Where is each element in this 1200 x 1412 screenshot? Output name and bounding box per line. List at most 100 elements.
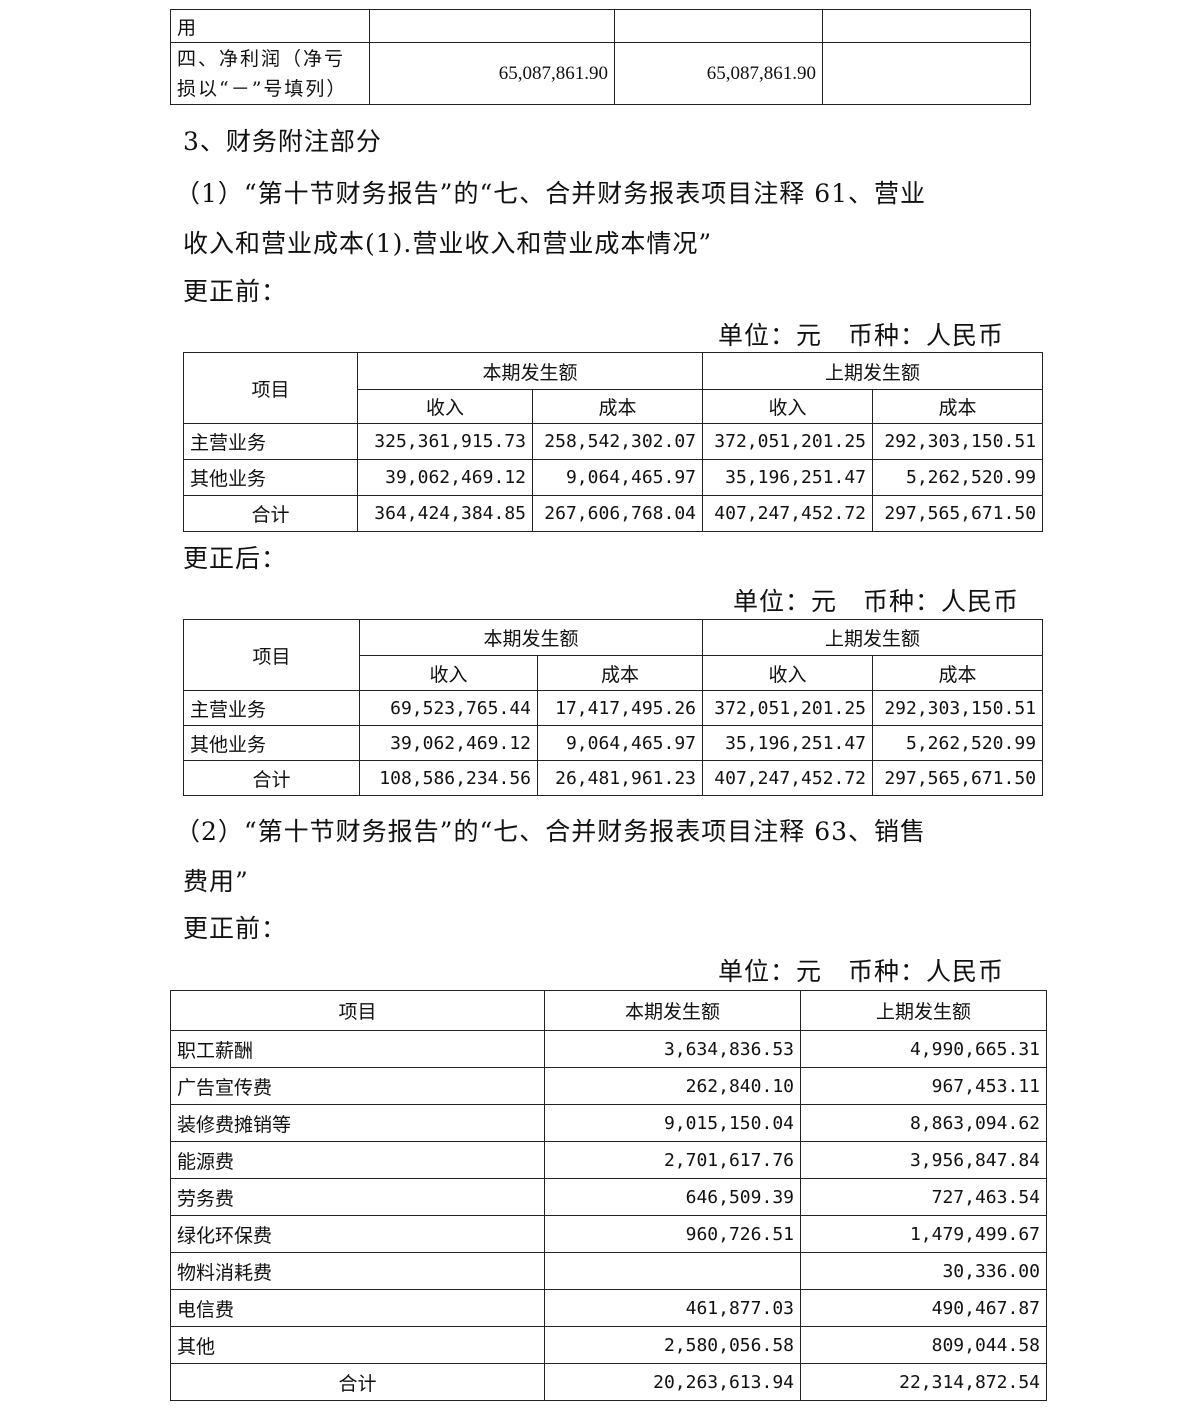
table-row: 主营业务 325,361,915.73 258,542,302.07 372,051,… (183, 423, 1044, 460)
table-row: 职工薪酬 3,634,836.53 4,990,665.31 (170, 1030, 1047, 1068)
cell: 267,606,768.04 (531, 495, 704, 532)
cell: 30,336.00 (800, 1252, 1047, 1290)
table-row: 合计 20,263,613.94 22,314,872.54 (170, 1363, 1047, 1401)
cell: 69,523,765.44 (359, 690, 538, 726)
cell: 461,877.03 (544, 1289, 801, 1327)
row-label: 职工薪酬 (170, 1030, 545, 1068)
row-label: 其他业务 (183, 459, 358, 496)
cell: 407,247,452.72 (702, 760, 874, 796)
table-row: 电信费 461,877.03 490,467.87 (170, 1289, 1047, 1327)
cell: 39,062,469.12 (359, 725, 538, 761)
cell: 3,956,847.84 (800, 1141, 1047, 1179)
header-revenue: 收入 (359, 655, 538, 691)
cell: 960,726.51 (544, 1215, 801, 1253)
row-label: 物料消耗费 (170, 1252, 545, 1290)
cell (822, 9, 1031, 43)
table-row: 合计 364,424,384.85 267,606,768.04 407,247,45… (183, 495, 1044, 532)
header-item: 项目 (183, 619, 360, 691)
row-label: 合计 (170, 1363, 545, 1401)
note2-heading-line1: （2）“第十节财务报告”的“七、合并财务报表项目注释 63、销售 (175, 817, 927, 846)
row-label: 主营业务 (183, 690, 360, 726)
table-row: 能源费 2,701,617.76 3,956,847.84 (170, 1141, 1047, 1179)
header-revenue: 收入 (702, 389, 874, 424)
cell: 372,051,201.25 (702, 423, 874, 460)
header-previous-period: 上期发生额 (702, 619, 1044, 656)
table-row: 收入 成本 收入 成本 (184, 655, 1044, 691)
table-row: 项目 本期发生额 上期发生额 (183, 619, 1044, 691)
row-label: 合计 (183, 760, 360, 796)
table-row: 广告宣传费 262,840.10 967,453.11 (170, 1067, 1047, 1105)
cell: 35,196,251.47 (702, 459, 874, 496)
cell: 258,542,302.07 (531, 423, 704, 460)
selling-expenses-table: 项目 本期发生额 上期发生额 职工薪酬 3,634,836.53 4,990,665.31… (170, 990, 1047, 1401)
cell: 39,062,469.12 (357, 459, 533, 496)
table-row: 收入 成本 收入 成本 (184, 389, 1044, 424)
header-current-period: 本期发生额 (358, 619, 704, 656)
header-item: 项目 (183, 352, 358, 424)
section-title: 3、财务附注部分 (183, 127, 382, 156)
revenue-cost-table-after: 项目 本期发生额 上期发生额 收入 成本 收入 成本 主营业务 69,523,765.44 17,… (183, 619, 1044, 796)
table-row: 用 (170, 9, 1031, 43)
cell: 262,840.10 (544, 1067, 801, 1105)
cell: 9,064,465.97 (531, 459, 704, 496)
row-label: 劳务费 (170, 1178, 545, 1216)
table-row: 物料消耗费 30,336.00 (170, 1252, 1047, 1290)
row-label: 装修费摊销等 (170, 1104, 545, 1142)
table-row: 其他业务 39,062,469.12 9,064,465.97 35,196,251.… (183, 725, 1044, 761)
cell: 65,087,861.90 (369, 42, 615, 105)
cell: 1,479,499.67 (800, 1215, 1047, 1253)
cell: 4,990,665.31 (800, 1030, 1047, 1068)
cell: 3,634,836.53 (544, 1030, 801, 1068)
header-current-period: 本期发生额 (356, 352, 704, 390)
cell: 65,087,861.90 (614, 42, 823, 105)
row-label: 用 (170, 9, 370, 43)
cell: 9,064,465.97 (536, 725, 704, 761)
cell: 292,303,150.51 (872, 423, 1044, 460)
row-label: 四、净利润（净亏损以“－”号填列） (170, 42, 370, 105)
row-label: 绿化环保费 (170, 1215, 545, 1253)
cell (544, 1252, 801, 1290)
header-item: 项目 (170, 990, 545, 1031)
unit-label: 单位：元 币种：人民币 (733, 587, 1020, 616)
cell: 22,314,872.54 (800, 1363, 1047, 1401)
note2-heading-line2: 费用” (183, 867, 249, 896)
unit-label: 单位：元 币种：人民币 (718, 957, 1005, 986)
table-row: 项目 本期发生额 上期发生额 (183, 352, 1044, 424)
header-cost: 成本 (531, 389, 704, 424)
table-row: 其他业务 39,062,469.12 9,064,465.97 35,196,251.… (183, 459, 1044, 496)
table-row: 主营业务 69,523,765.44 17,417,495.26 372,051,20… (183, 690, 1044, 726)
row-label: 广告宣传费 (170, 1067, 545, 1105)
cell (822, 42, 1031, 105)
cell: 297,565,671.50 (872, 495, 1044, 532)
row-label: 其他 (170, 1326, 545, 1364)
cell: 2,701,617.76 (544, 1141, 801, 1179)
header-cost: 成本 (872, 655, 1044, 691)
cell: 646,509.39 (544, 1178, 801, 1216)
cell: 5,262,520.99 (872, 459, 1044, 496)
table-row: 合计 108,586,234.56 26,481,961.23 407,247,452… (183, 760, 1044, 796)
cell: 2,580,056.58 (544, 1326, 801, 1364)
header-revenue: 收入 (702, 655, 874, 691)
row-label: 主营业务 (183, 423, 358, 460)
cell: 407,247,452.72 (702, 495, 874, 532)
row-label: 其他业务 (183, 725, 360, 761)
row-label: 能源费 (170, 1141, 545, 1179)
cell: 20,263,613.94 (544, 1363, 801, 1401)
note1-heading-line1: （1）“第十节财务报告”的“七、合并财务报表项目注释 61、营业 (175, 179, 927, 208)
header-revenue: 收入 (357, 389, 533, 424)
before-label: 更正前： (183, 914, 288, 943)
table-row: 四、净利润（净亏损以“－”号填列） 65,087,861.90 65,087,8… (170, 42, 1031, 105)
cell: 35,196,251.47 (702, 725, 874, 761)
row-label: 合计 (183, 495, 358, 532)
before-label: 更正前： (183, 277, 288, 306)
cell: 9,015,150.04 (544, 1104, 801, 1142)
cell (369, 9, 615, 43)
cell: 364,424,384.85 (357, 495, 533, 532)
cell: 17,417,495.26 (536, 690, 704, 726)
cell: 8,863,094.62 (800, 1104, 1047, 1142)
net-profit-table: 用 四、净利润（净亏损以“－”号填列） 65,087,861.90 65,087… (170, 9, 1031, 105)
revenue-cost-table-before: 项目 本期发生额 上期发生额 收入 成本 收入 成本 主营业务 325,361,915.73 25… (183, 352, 1044, 532)
table-row: 项目 本期发生额 上期发生额 (170, 990, 1047, 1031)
after-label: 更正后： (183, 544, 288, 573)
note1-heading-line2: 收入和营业成本(1).营业收入和营业成本情况” (183, 229, 713, 258)
